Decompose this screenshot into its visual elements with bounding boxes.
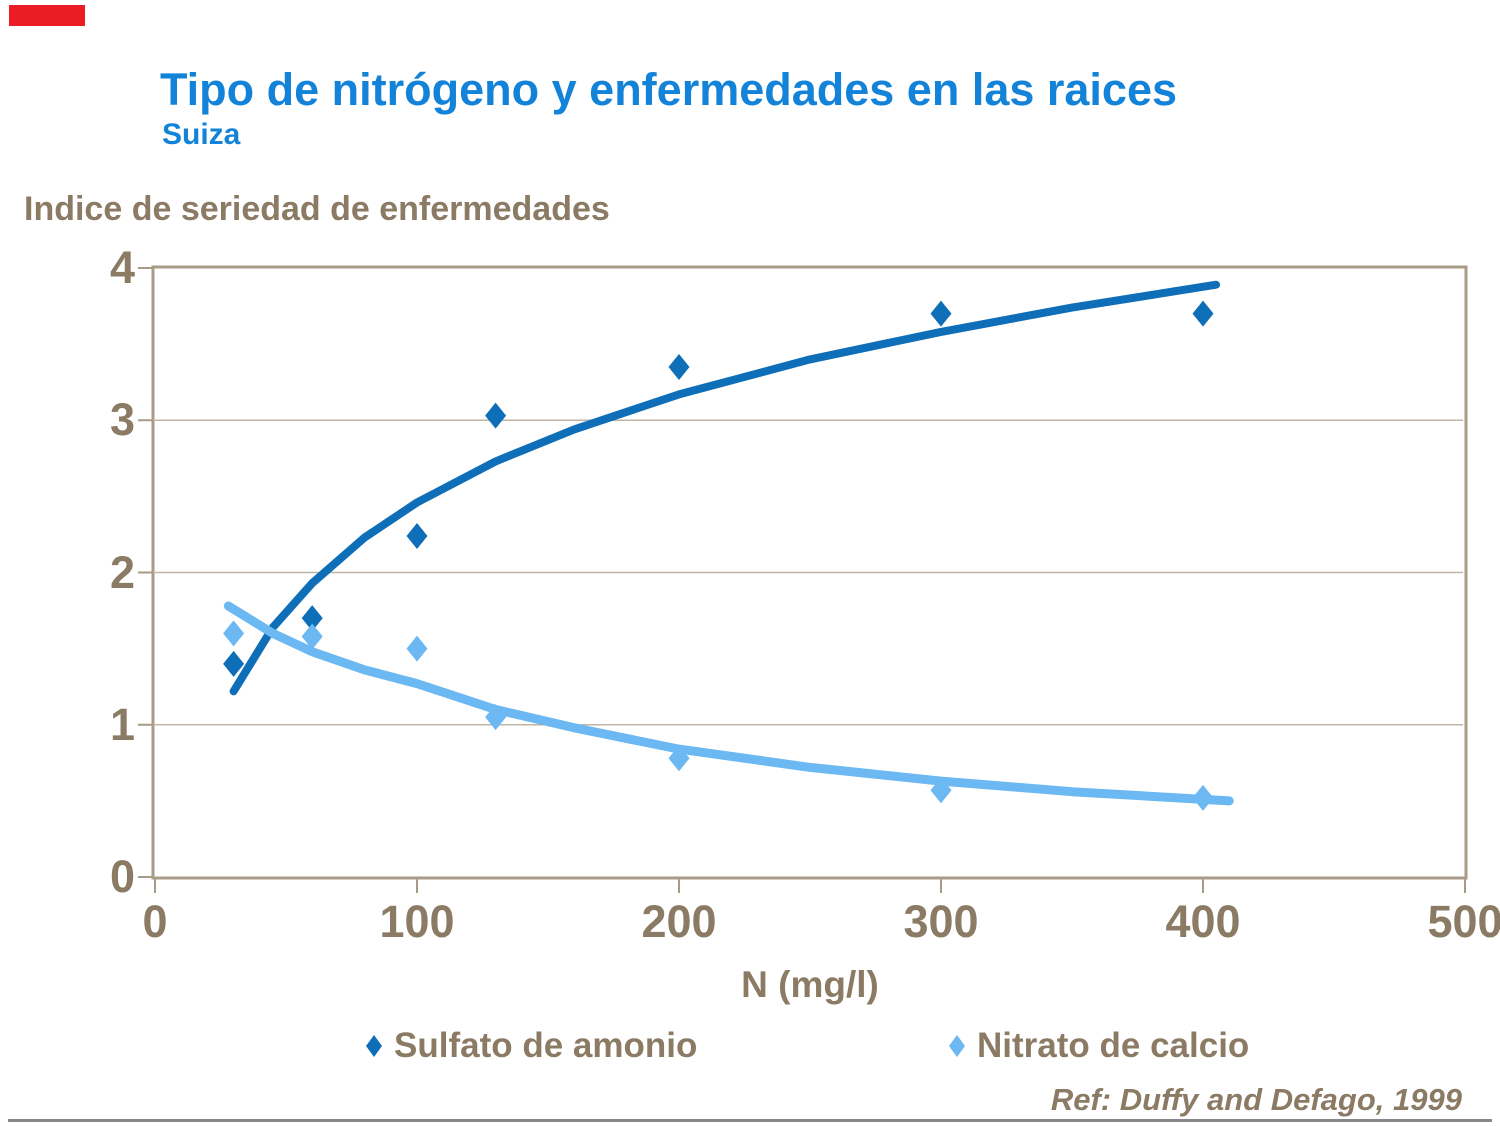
y-tick-label: 1 [109, 698, 135, 750]
red-accent-bar [9, 5, 85, 26]
x-tick-label: 0 [142, 896, 168, 947]
legend-label-sulfato: Sulfato de amonio [394, 1026, 698, 1065]
x-tick-label: 200 [641, 896, 717, 947]
reference-citation: Ref: Duffy and Defago, 1999 [1050, 1082, 1462, 1117]
x-axis-title: N (mg/l) [741, 964, 879, 1005]
legend-entry-nitrato: Nitrato de calcio [945, 1024, 1249, 1068]
legend-marker-sulfato [366, 1035, 382, 1057]
y-tick-label: 4 [109, 242, 135, 293]
legend-label-nitrato: Nitrato de calcio [977, 1026, 1250, 1065]
diamond-icon [949, 1035, 965, 1057]
page-title: Tipo de nitrógeno y enfermedades en las … [160, 64, 1178, 115]
y-tick-label: 2 [109, 546, 135, 598]
x-tick-label: 100 [379, 896, 455, 947]
x-tick-label: 500 [1427, 896, 1500, 947]
page-subtitle: Suiza [162, 118, 241, 151]
x-tick-label: 400 [1165, 896, 1241, 947]
bottom-divider-line [8, 1119, 1492, 1122]
legend-entry-sulfato: Sulfato de amonio [362, 1024, 697, 1068]
y-tick-label: 0 [109, 851, 135, 902]
diamond-icon [366, 1035, 382, 1057]
y-axis-title: Indice de seriedad de enfermedades [24, 190, 610, 228]
y-tick-label: 3 [109, 394, 135, 446]
legend-marker-nitrato [949, 1035, 965, 1057]
x-tick-label: 300 [903, 896, 979, 947]
